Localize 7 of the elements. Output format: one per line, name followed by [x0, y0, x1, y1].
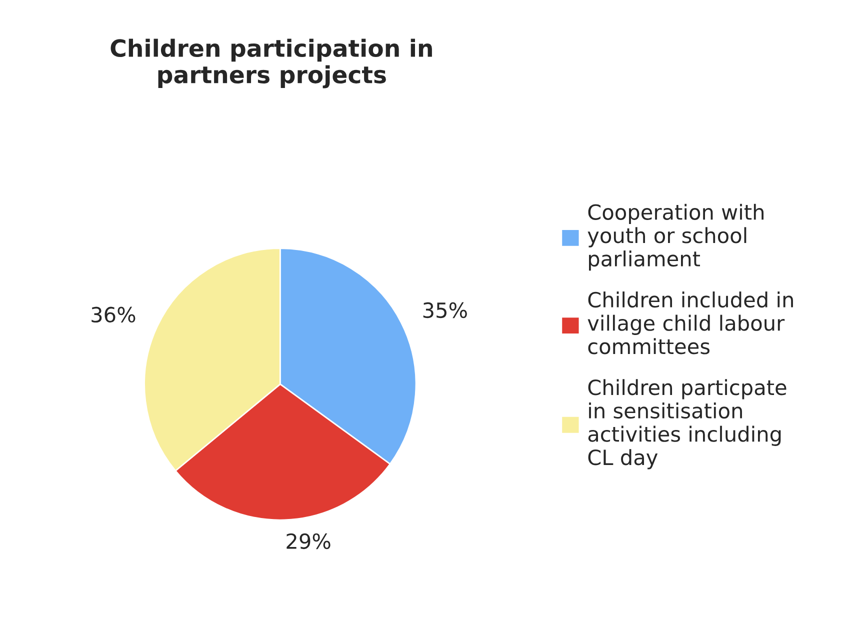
data-label: 36% — [92, 306, 136, 323]
legend-label: Children particpate in sensitisation activities including CL day — [588, 379, 786, 470]
data-label: 29% — [286, 533, 330, 550]
data-label: 35% — [423, 302, 467, 318]
legend-label: Cooperation with youth or school parliament — [588, 204, 764, 271]
chart-title: Children participation in partners projects — [110, 38, 432, 88]
legend-label: Children included in village child labour committees — [588, 291, 793, 354]
